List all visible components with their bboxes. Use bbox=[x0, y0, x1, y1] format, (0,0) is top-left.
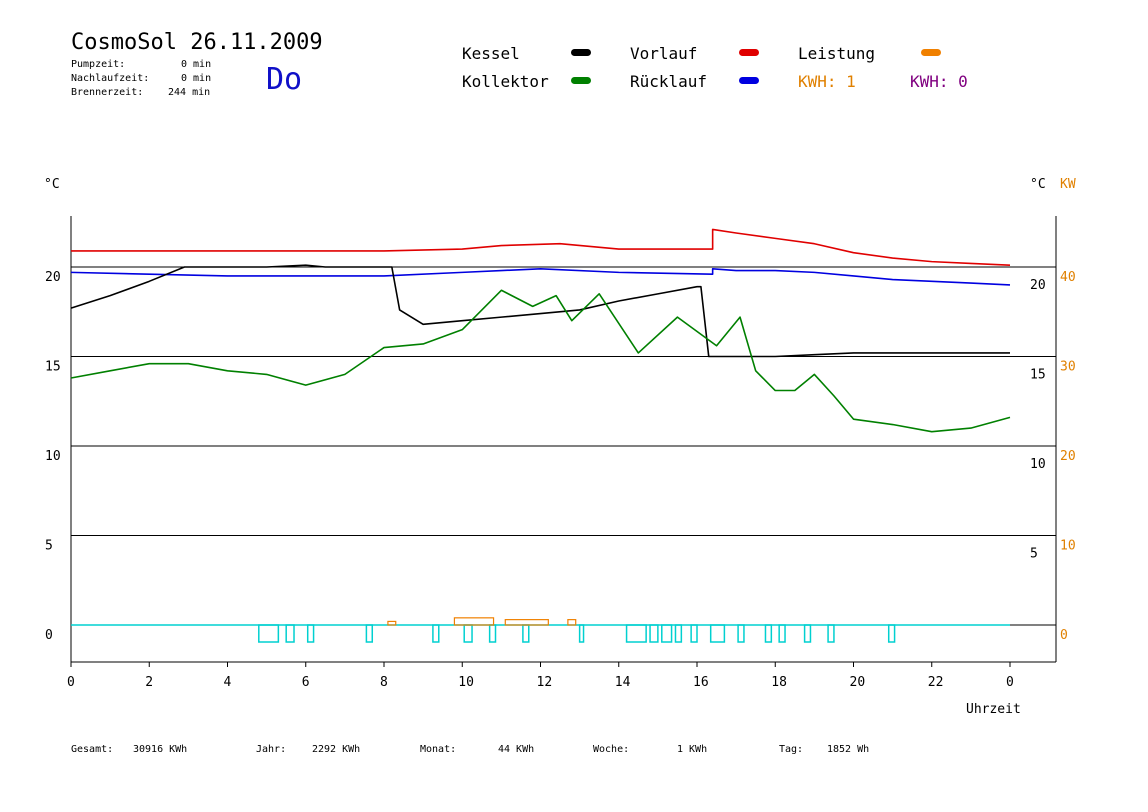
pump-pulse bbox=[690, 624, 698, 643]
power-pulse bbox=[387, 620, 397, 626]
footer-woche-value: 1 KWh bbox=[677, 744, 708, 755]
weekday-label: Do bbox=[266, 62, 303, 97]
legend-kessel-swatch bbox=[571, 49, 591, 56]
pump-pulse bbox=[661, 624, 673, 643]
right-tick-label: 0 bbox=[1060, 628, 1068, 643]
legend-leistung-swatch bbox=[921, 49, 941, 56]
pump-pulse bbox=[887, 624, 896, 643]
x-tick-label: 8 bbox=[380, 675, 388, 690]
right-tick-label: 20 bbox=[1060, 449, 1076, 464]
left-tick-label: 0 bbox=[45, 628, 53, 643]
left-tick-label: 15 bbox=[45, 360, 61, 375]
pump-pulse bbox=[488, 624, 497, 643]
legend-leistung-label: Leistung bbox=[798, 44, 876, 63]
pump-pulse bbox=[649, 624, 659, 643]
inner-tick-label: 15 bbox=[1030, 368, 1046, 383]
inner-tick-label: 10 bbox=[1030, 457, 1046, 472]
stat-value-brennerzeit: 244 min bbox=[168, 87, 211, 98]
footer-tag-value: 1852 Wh bbox=[827, 744, 870, 755]
footer-jahr-label: Jahr: bbox=[256, 744, 287, 755]
left-tick-label: 10 bbox=[45, 449, 61, 464]
stat-label-nachlaufzeit: Nachlaufzeit: bbox=[71, 73, 150, 84]
legend-ruecklauf-swatch bbox=[739, 77, 759, 84]
pump-pulse bbox=[674, 624, 683, 643]
inner-tick-label: 5 bbox=[1030, 547, 1038, 562]
x-tick-label: 10 bbox=[458, 675, 474, 690]
pump-pulse bbox=[306, 624, 315, 643]
pump-pulse bbox=[365, 624, 374, 643]
right-axis-unit: °C bbox=[1030, 177, 1046, 192]
pump-pulse bbox=[432, 624, 440, 643]
power-pulse bbox=[567, 619, 577, 626]
power-pulse bbox=[453, 617, 495, 626]
x-tick-label: 22 bbox=[928, 675, 944, 690]
legend-kollektor-label: Kollektor bbox=[462, 72, 549, 91]
left-tick-label: 20 bbox=[45, 270, 61, 285]
footer-jahr-value: 2292 KWh bbox=[312, 744, 361, 755]
left-tick-label: 5 bbox=[45, 539, 53, 554]
right-tick-label: 10 bbox=[1060, 539, 1076, 554]
legend-ruecklauf-label: Rücklauf bbox=[630, 72, 708, 91]
power-pulse bbox=[504, 619, 549, 626]
legend-kwh-2: KWH: 0 bbox=[910, 72, 968, 91]
stat-label-brennerzeit: Brennerzeit: bbox=[71, 87, 144, 98]
pump-pulse bbox=[764, 624, 773, 643]
pump-pulse bbox=[709, 624, 726, 643]
footer-tag-label: Tag: bbox=[779, 744, 804, 755]
x-tick-label: 14 bbox=[615, 675, 631, 690]
footer-gesamt-value: 30916 KWh bbox=[133, 744, 188, 755]
x-tick-label: 6 bbox=[302, 675, 310, 690]
footer-woche-label: Woche: bbox=[593, 744, 630, 755]
legend-kessel-label: Kessel bbox=[462, 44, 520, 63]
pump-pulse bbox=[778, 624, 786, 643]
series-line-kollektor bbox=[70, 289, 1011, 433]
series-line-rcklauf bbox=[70, 267, 1011, 286]
stat-value-nachlaufzeit: 0 min bbox=[181, 73, 212, 84]
pump-pulse bbox=[803, 624, 812, 643]
pump-pulse bbox=[285, 624, 295, 643]
left-axis-unit: °C bbox=[44, 177, 60, 192]
footer-monat-value: 44 KWh bbox=[498, 744, 535, 755]
pump-pulse bbox=[827, 624, 835, 643]
chart-title: CosmoSol 26.11.2009 bbox=[71, 30, 323, 55]
right-tick-label: 40 bbox=[1060, 270, 1076, 285]
legend-kollektor-swatch bbox=[571, 77, 591, 84]
right-tick-label: 30 bbox=[1060, 360, 1076, 375]
x-tick-label: 4 bbox=[224, 675, 232, 690]
inner-tick-label: 20 bbox=[1030, 278, 1046, 293]
x-tick-label: 18 bbox=[771, 675, 787, 690]
x-tick-label: 16 bbox=[693, 675, 709, 690]
pump-pulse bbox=[737, 624, 745, 643]
x-tick-label: 12 bbox=[537, 675, 553, 690]
stat-value-pumpzeit: 0 min bbox=[181, 59, 212, 70]
footer-monat-label: Monat: bbox=[420, 744, 457, 755]
stat-label-pumpzeit: Pumpzeit: bbox=[71, 59, 126, 70]
x-tick-label: 20 bbox=[850, 675, 866, 690]
series-line-kessel bbox=[70, 264, 1010, 358]
series-line-vorlauf bbox=[71, 228, 1011, 267]
x-tick-label: 0 bbox=[1006, 675, 1014, 690]
pump-pulse bbox=[578, 624, 585, 643]
footer-gesamt-label: Gesamt: bbox=[71, 744, 114, 755]
pump-pulse bbox=[463, 624, 473, 643]
pump-pulse bbox=[522, 624, 530, 643]
x-tick-label: 2 bbox=[145, 675, 153, 690]
legend-vorlauf-swatch bbox=[739, 49, 759, 56]
x-tick-label: 0 bbox=[67, 675, 75, 690]
pump-pulse bbox=[258, 624, 280, 643]
pump-pulse bbox=[625, 624, 647, 643]
legend-vorlauf-label: Vorlauf bbox=[630, 44, 698, 63]
legend-kwh-1: KWH: 1 bbox=[798, 72, 856, 91]
right-axis-unit-kw: KW bbox=[1060, 177, 1076, 192]
x-axis-label: Uhrzeit bbox=[966, 702, 1021, 717]
